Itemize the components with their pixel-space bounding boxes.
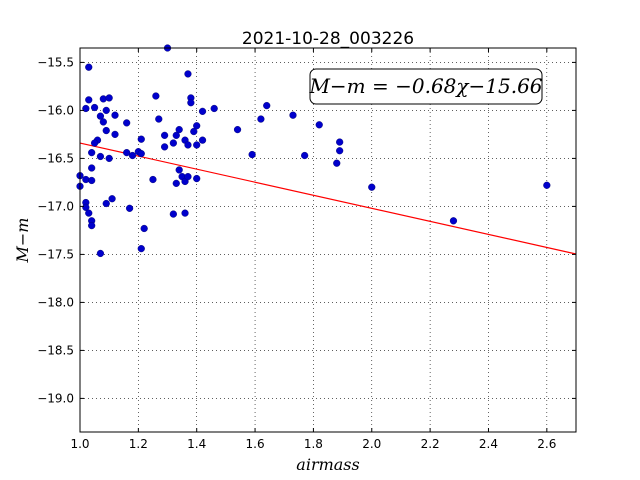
plot-background	[80, 48, 576, 432]
data-point	[99, 118, 107, 126]
data-point	[289, 111, 297, 119]
data-point	[96, 152, 105, 161]
data-point	[137, 135, 145, 143]
chart-title: 2021-10-28_003226	[242, 29, 414, 49]
data-point	[233, 126, 242, 134]
data-point	[193, 141, 201, 149]
data-point	[263, 101, 271, 110]
x-tick-label: 1.8	[304, 437, 323, 451]
data-point	[105, 94, 113, 102]
x-tick-label: 1.4	[187, 437, 206, 451]
data-point	[88, 176, 96, 185]
data-point	[161, 131, 169, 139]
data-point	[368, 183, 376, 191]
data-point	[210, 104, 218, 113]
y-tick-label: −15.5	[37, 55, 74, 69]
y-tick-label: −16.0	[37, 103, 74, 117]
x-tick-label: 2.4	[479, 437, 498, 451]
data-point	[90, 103, 99, 112]
data-point	[301, 151, 309, 160]
data-point	[257, 115, 265, 123]
annotation-box	[309, 68, 543, 105]
data-point	[88, 149, 96, 157]
x-tick-label: 2.2	[421, 437, 440, 451]
fit-line	[79, 142, 577, 255]
y-tick-label: −18.5	[37, 343, 74, 357]
data-point	[187, 99, 195, 107]
data-point	[82, 203, 90, 211]
data-point	[137, 245, 145, 253]
plot-frame	[79, 47, 577, 433]
data-point	[172, 131, 180, 139]
data-point	[137, 150, 145, 158]
data-point	[96, 112, 105, 120]
x-tick-label: 1.0	[70, 437, 89, 451]
data-point	[102, 199, 110, 208]
data-point	[123, 149, 131, 157]
y-axis-label: M−m	[13, 218, 32, 264]
data-point	[193, 122, 201, 130]
data-point	[111, 130, 119, 139]
data-point	[149, 175, 157, 184]
data-point	[181, 209, 189, 217]
x-axis-label: airmass	[296, 455, 359, 474]
x-tick-label: 2.6	[537, 437, 556, 451]
y-tick-label: −18.0	[37, 295, 74, 309]
data-point	[102, 126, 110, 135]
data-point	[111, 111, 119, 119]
data-point	[543, 181, 551, 189]
data-point	[449, 217, 458, 225]
data-point	[193, 174, 201, 183]
y-tick-label: −17.5	[37, 247, 74, 261]
data-point	[184, 173, 192, 181]
fit-line-layer	[79, 142, 577, 255]
data-point	[126, 204, 134, 212]
axis-ticks: 1.0 1.2 1.4 1.6 1.8 2.0 2.2 2.4 2.6 −15.5 −16.0 −16…	[37, 48, 576, 451]
data-point	[102, 106, 110, 115]
y-tick-label: −17.0	[37, 199, 74, 213]
data-point	[152, 92, 160, 100]
grid-lines	[79, 48, 576, 432]
x-tick-label: 1.6	[246, 437, 265, 451]
data-point	[184, 70, 192, 78]
x-tick-label: 2.0	[362, 437, 381, 451]
data-point	[198, 136, 207, 144]
data-point	[155, 115, 163, 123]
plot-area: 1.0 1.2 1.4 1.6 1.8 2.0 2.2 2.4 2.6 −15.5 −16.0 −16…	[37, 44, 577, 451]
data-point	[169, 139, 177, 147]
data-point	[96, 249, 105, 258]
data-point	[85, 63, 93, 71]
data-point	[333, 159, 341, 167]
annotation-text: M−m = −0.68χ−15.66	[308, 74, 542, 98]
data-point	[88, 222, 96, 230]
data-point	[85, 96, 93, 104]
data-point	[90, 139, 99, 147]
data-points	[76, 44, 551, 258]
data-point	[336, 138, 344, 146]
data-point	[123, 119, 131, 127]
data-point	[175, 166, 183, 174]
data-point	[169, 210, 177, 218]
data-point	[82, 104, 90, 113]
data-point	[140, 224, 148, 233]
data-point	[248, 150, 256, 159]
data-point	[105, 154, 113, 163]
data-point	[336, 147, 344, 155]
y-tick-label: −19.0	[37, 391, 74, 405]
data-point	[128, 151, 137, 160]
data-point	[88, 164, 96, 172]
data-point	[315, 121, 323, 129]
data-point	[85, 209, 93, 217]
data-point	[175, 126, 183, 134]
data-point	[108, 195, 116, 203]
data-point	[198, 107, 207, 115]
data-point	[161, 143, 169, 151]
fit-annotation: M−m = −0.68χ−15.66	[308, 68, 543, 105]
data-point	[190, 127, 198, 136]
y-tick-label: −16.5	[37, 151, 74, 165]
data-point	[184, 141, 192, 149]
x-tick-label: 1.2	[129, 437, 148, 451]
data-point	[172, 179, 180, 187]
